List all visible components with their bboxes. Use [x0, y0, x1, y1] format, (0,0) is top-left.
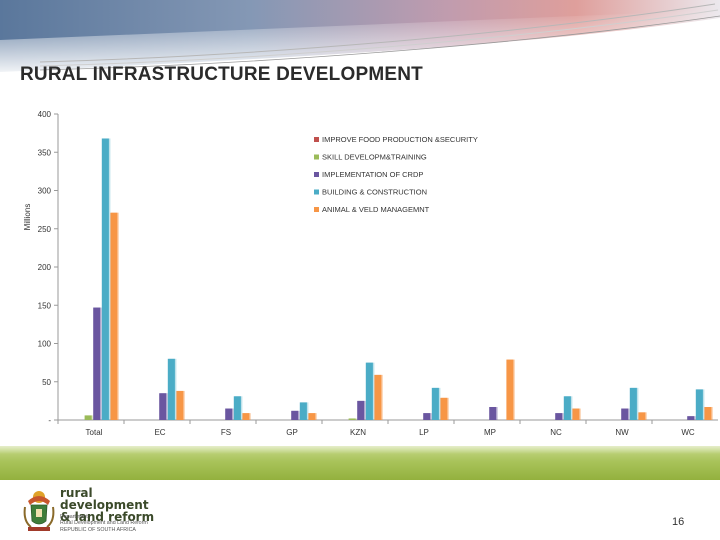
bar	[101, 138, 109, 421]
bar-chart: - 50 100 150 200 250 300 350 400 Millions Total EC F…	[23, 110, 718, 437]
legend-label: IMPLEMENTATION OF CRDP	[322, 170, 423, 179]
footer-band	[0, 446, 720, 480]
bar	[299, 402, 307, 420]
bar	[423, 413, 431, 420]
x-tick-label: NC	[550, 428, 562, 437]
legend-label: SKILL DEVELOPM&TRAINING	[322, 153, 427, 162]
bar	[159, 393, 167, 420]
bar	[110, 212, 118, 420]
legend-swatch	[314, 207, 319, 212]
x-tick-label: NW	[615, 428, 629, 437]
y-tick-label: 200	[38, 263, 52, 272]
y-tick-label: 400	[38, 110, 52, 119]
department-logo: rural development & land reform Departme…	[18, 487, 168, 535]
logo-department: Department: Rural Development and Land R…	[60, 514, 148, 533]
bar	[431, 387, 439, 420]
header-banner	[0, 0, 720, 78]
bar	[225, 408, 233, 420]
bar	[489, 406, 497, 420]
logo-name: rural development & land reform	[60, 486, 155, 524]
x-tick-label: WC	[681, 428, 695, 437]
bar	[695, 389, 703, 420]
bar	[687, 416, 695, 420]
y-tick-label: 300	[38, 187, 52, 196]
page-number: 16	[672, 516, 685, 528]
legend-swatch	[314, 154, 319, 160]
bar	[572, 408, 580, 420]
bar	[242, 413, 250, 420]
y-tick-label: 250	[38, 225, 52, 234]
bar	[93, 307, 101, 420]
bar	[357, 400, 365, 420]
bar	[638, 412, 646, 420]
x-tick-label: GP	[286, 428, 298, 437]
x-tick-label: Total	[86, 428, 103, 437]
x-tick-label: EC	[154, 428, 165, 437]
legend-label: ANIMAL & VELD MANAGEMNT	[322, 205, 430, 214]
bar	[176, 390, 184, 420]
bar	[621, 408, 629, 420]
page-title: RURAL INFRASTRUCTURE DEVELOPMENT	[20, 64, 423, 85]
bar	[308, 413, 316, 420]
legend-label: IMPROVE FOOD PRODUCTION &SECURITY	[322, 135, 478, 144]
y-tick-label: 350	[38, 148, 52, 157]
bar	[365, 362, 373, 420]
x-tick-label: FS	[221, 428, 231, 437]
legend-swatch	[314, 137, 319, 142]
x-tick-label: LP	[419, 428, 429, 437]
bar	[84, 415, 92, 420]
y-tick-label: -	[48, 416, 51, 425]
bar	[291, 410, 299, 420]
x-tick-label: KZN	[350, 428, 366, 437]
y-tick-label: 150	[38, 301, 52, 310]
coat-of-arms-icon	[23, 491, 55, 531]
bar	[563, 396, 571, 420]
legend-swatch	[314, 189, 319, 195]
bar	[348, 418, 356, 420]
y-tick-label: 50	[42, 378, 51, 387]
bar	[374, 374, 382, 420]
y-tick-label: 100	[38, 340, 52, 349]
bar	[167, 358, 175, 420]
bar	[555, 413, 563, 420]
bar	[440, 397, 448, 420]
bar	[233, 396, 241, 420]
bar	[629, 387, 637, 420]
legend-label: BUILDING & CONSTRUCTION	[322, 188, 427, 197]
legend-swatch	[314, 172, 319, 177]
y-axis-label: Millions	[23, 204, 32, 231]
bar	[506, 359, 514, 420]
x-tick-label: MP	[484, 428, 496, 437]
bar	[704, 406, 712, 420]
